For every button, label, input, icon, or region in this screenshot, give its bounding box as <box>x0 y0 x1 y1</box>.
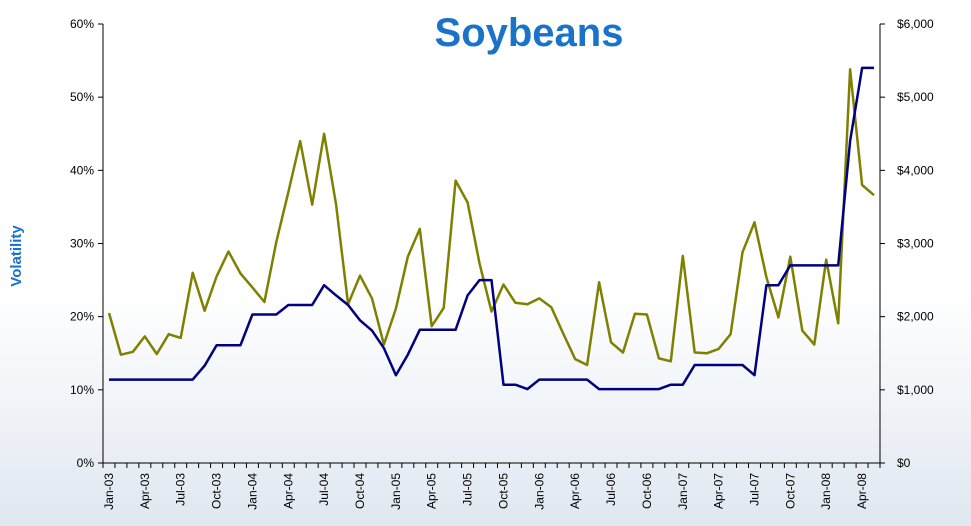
right-tick-label: $3,000 <box>897 237 934 251</box>
axes <box>102 24 881 464</box>
series-layer <box>107 66 875 391</box>
price-series-line <box>109 66 874 391</box>
right-tick-label: $5,000 <box>897 90 934 104</box>
x-tick-label: Apr-06 <box>568 473 582 509</box>
chart-title: Soybeans <box>435 11 624 55</box>
x-tick-label: Jul-04 <box>317 473 331 506</box>
right-tick-label: $1,000 <box>897 383 934 397</box>
right-axis-ticks: $0 $1,000 $2,000 $3,000 $4,000 $5,000 $6,000 <box>880 17 934 470</box>
right-tick-label: $4,000 <box>897 163 934 177</box>
x-tick-label: Jul-05 <box>461 473 475 506</box>
x-axis-ticks: Jan-03 Apr-03 Jul-03 Oct-03 Jan-04 Apr-04 Jul-… <box>102 463 881 510</box>
left-tick-label: 20% <box>70 310 94 324</box>
x-tick-label: Jan-06 <box>532 473 546 510</box>
x-tick-label: Apr-04 <box>281 473 295 509</box>
x-tick-label: Oct-04 <box>353 473 367 509</box>
left-tick-label: 10% <box>70 383 94 397</box>
x-tick-label: Oct-06 <box>640 473 654 509</box>
left-tick-label: 30% <box>70 237 94 251</box>
x-tick-label: Jan-07 <box>676 473 690 510</box>
x-tick-label: Jan-08 <box>819 473 833 510</box>
right-tick-label: $2,000 <box>897 310 934 324</box>
right-tick-label: $6,000 <box>897 17 934 31</box>
x-tick-label: Apr-08 <box>855 473 869 509</box>
x-tick-label: Apr-05 <box>425 473 439 509</box>
left-tick-label: 60% <box>70 17 94 31</box>
left-tick-label: 50% <box>70 90 94 104</box>
x-tick-label: Jan-05 <box>389 473 403 510</box>
x-tick-label: Oct-05 <box>496 473 510 509</box>
x-tick-label: Oct-03 <box>210 473 224 509</box>
x-tick-label: Jul-07 <box>747 473 761 506</box>
x-tick-label: Jan-04 <box>245 473 259 510</box>
left-tick-label: 40% <box>70 163 94 177</box>
y-axis-label: Volatility <box>8 225 25 287</box>
volatility-series-line <box>107 68 875 367</box>
left-tick-label: 0% <box>77 456 95 470</box>
x-tick-label: Jan-03 <box>102 473 116 510</box>
x-tick-label: Oct-07 <box>783 473 797 509</box>
x-tick-label: Apr-07 <box>712 473 726 509</box>
right-tick-label: $0 <box>897 456 911 470</box>
left-axis-ticks: 0% 10% 20% 30% 40% 50% 60% <box>70 17 103 470</box>
x-tick-label: Jul-03 <box>174 473 188 506</box>
x-tick-label: Jul-06 <box>604 473 618 506</box>
x-tick-label: Apr-03 <box>138 473 152 509</box>
